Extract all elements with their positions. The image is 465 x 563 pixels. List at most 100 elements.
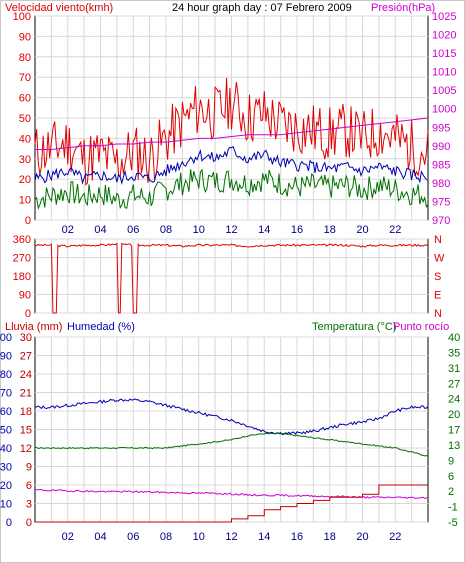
wind-tick-label: 100 [13, 11, 31, 23]
humidity-tick-label: 80 [0, 369, 12, 381]
temp-tick-label: 2 [448, 486, 454, 498]
temp-tick-label: 13 [448, 440, 460, 452]
rain-tick-label: 15 [20, 425, 32, 437]
pressure-tick-label: 985 [432, 159, 450, 171]
x-tick-label: 20 [356, 531, 368, 543]
temp-tick-label: 9 [448, 455, 454, 467]
rain-tick-label: 9 [26, 462, 32, 474]
direction-tick-label: 270 [13, 253, 31, 265]
pressure-tick-label: 1025 [432, 11, 456, 23]
x-tick-label: 22 [389, 224, 401, 236]
pressure-tick-label: 1010 [432, 67, 456, 79]
x-tick-label: 02 [62, 531, 74, 543]
pressure-axis-label: Presión(hPa) [371, 2, 435, 14]
temp-tick-label: -5 [448, 517, 458, 529]
x-tick-label: 12 [225, 531, 237, 543]
humidity-tick-label: 90 [0, 351, 12, 363]
x-tick-label: 02 [62, 224, 74, 236]
grid-lines [35, 15, 428, 523]
compass-label: N [434, 308, 442, 320]
compass-label: E [434, 290, 441, 302]
wind-tick-label: 10 [19, 195, 31, 207]
humidity-tick-label: 70 [0, 388, 12, 400]
humidity-tick-label: 20 [0, 480, 12, 492]
x-tick-label: 06 [127, 224, 139, 236]
x-tick-label: 10 [193, 224, 205, 236]
temp-tick-label: -1 [448, 502, 458, 514]
pressure-tick-label: 1015 [432, 48, 456, 60]
pressure-tick-label: 970 [432, 215, 450, 227]
humidity-line [34, 398, 429, 436]
temp-tick-label: 24 [448, 394, 460, 406]
chart-title: 24 hour graph day : 07 Febrero 2009 [172, 2, 352, 14]
rain-tick-label: 3 [26, 499, 32, 511]
temp-tick-label: 31 [448, 363, 460, 375]
wind-tick-label: 40 [19, 133, 31, 145]
wind-tick-label: 20 [19, 174, 31, 186]
x-tick-label: 18 [324, 531, 336, 543]
x-tick-label: 20 [356, 224, 368, 236]
wind-tick-label: 70 [19, 72, 31, 84]
data-series [34, 77, 429, 523]
direction-tick-label: 0 [25, 308, 31, 320]
x-tick-label: 14 [258, 224, 270, 236]
pressure-tick-label: 995 [432, 122, 450, 134]
x-tick-label: 22 [389, 531, 401, 543]
rain-tick-label: 0 [26, 517, 32, 529]
x-tick-label: 04 [94, 531, 106, 543]
pressure-line [35, 117, 429, 150]
pressure-tick-label: 990 [432, 141, 450, 153]
dewpoint-axis-label: Punto rocío [393, 321, 449, 333]
x-tick-label: 16 [291, 224, 303, 236]
temperature-axis-label: Temperatura (°C) [312, 321, 396, 333]
rain-line [35, 484, 428, 523]
pressure-tick-label: 980 [432, 178, 450, 190]
direction-tick-label: 90 [19, 290, 31, 302]
rain-tick-label: 24 [20, 369, 32, 381]
temp-tick-label: 20 [448, 409, 460, 421]
temp-tick-label: 17 [448, 425, 460, 437]
wind-tick-label: 50 [19, 113, 31, 125]
rain-axis-label: Lluvia (mm) [5, 321, 62, 333]
wind-tick-label: 80 [19, 52, 31, 64]
pressure-tick-label: 1000 [432, 104, 456, 116]
x-tick-label: 10 [193, 531, 205, 543]
wind-tick-label: 60 [19, 93, 31, 105]
wind-avg-line [34, 145, 429, 186]
compass-label: S [434, 271, 441, 283]
humidity-tick-label: 30 [0, 462, 12, 474]
humidity-tick-label: 50 [0, 425, 12, 437]
temp-tick-label: 35 [448, 347, 460, 359]
wind-tick-label: 90 [19, 31, 31, 43]
humidity-axis-label: Humedad (%) [67, 321, 135, 333]
pressure-tick-label: 1020 [432, 30, 456, 42]
humidity-tick-label: 100 [0, 332, 12, 344]
direction-line [34, 242, 429, 314]
x-tick-label: 08 [160, 531, 172, 543]
compass-label: W [434, 253, 445, 265]
axis-ticks: 0202040406060808101012121414161618182020… [0, 11, 460, 543]
rain-tick-label: 30 [20, 332, 32, 344]
temp-tick-label: 6 [448, 471, 454, 483]
x-tick-label: 08 [160, 224, 172, 236]
x-tick-label: 04 [94, 224, 106, 236]
rain-tick-label: 18 [20, 406, 32, 418]
compass-label: N [434, 234, 442, 246]
humidity-tick-label: 10 [0, 499, 12, 511]
x-tick-label: 14 [258, 531, 270, 543]
direction-tick-label: 180 [13, 271, 31, 283]
wind-tick-label: 30 [19, 154, 31, 166]
pressure-tick-label: 975 [432, 196, 450, 208]
x-tick-label: 12 [225, 224, 237, 236]
direction-tick-label: 360 [13, 234, 31, 246]
x-tick-label: 18 [324, 224, 336, 236]
wind-low-line [34, 168, 429, 210]
rain-tick-label: 6 [26, 480, 32, 492]
rain-tick-label: 27 [20, 351, 32, 363]
wind-tick-label: 0 [25, 215, 31, 227]
wind-axis-label: Velocidad viento(kmh) [5, 2, 113, 14]
temperature-line [35, 432, 429, 457]
temp-tick-label: 40 [448, 332, 460, 344]
